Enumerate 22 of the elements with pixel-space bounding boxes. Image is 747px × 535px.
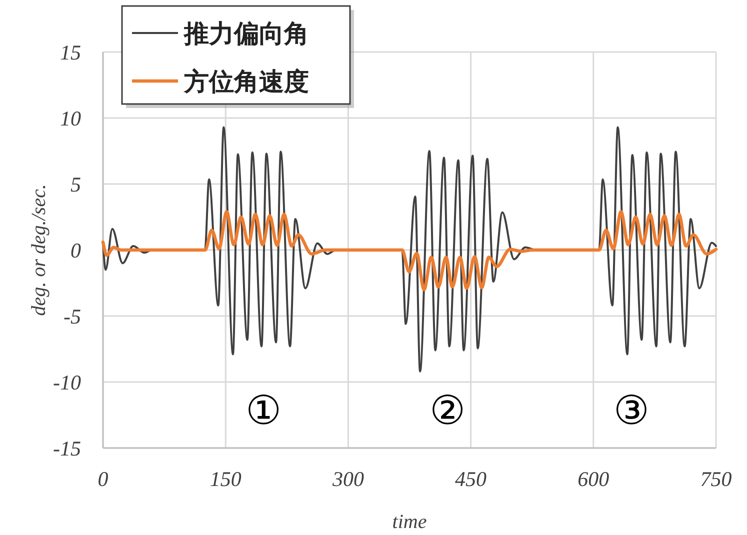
x-tick-label: 150 [210, 467, 242, 491]
legend-label: 推力偏向角 [183, 18, 309, 48]
annotation: ③ [613, 388, 650, 434]
line-series [102, 126, 717, 372]
x-tick-label: 750 [700, 467, 732, 491]
x-tick-label: 600 [578, 467, 610, 491]
annotation: ② [430, 388, 466, 434]
y-tick-label: 5 [70, 172, 81, 196]
x-tick-label: 450 [455, 467, 488, 491]
y-axis-title: deg. or deg./sec. [28, 184, 50, 316]
legend-label: 方位角速度 [183, 66, 309, 96]
y-tick-label: -15 [53, 436, 81, 460]
x-tick-label: 0 [98, 467, 109, 491]
x-axis-title: time [392, 511, 427, 533]
y-tick-label: 15 [60, 40, 81, 64]
y-tick-label: 0 [70, 238, 82, 262]
y-tick-label: -5 [64, 304, 81, 328]
y-tick-label: 10 [60, 106, 82, 130]
line-series [101, 210, 718, 292]
y-tick-label: -10 [53, 370, 82, 394]
annotation: ① [246, 388, 282, 434]
x-tick-label: 300 [331, 467, 364, 491]
